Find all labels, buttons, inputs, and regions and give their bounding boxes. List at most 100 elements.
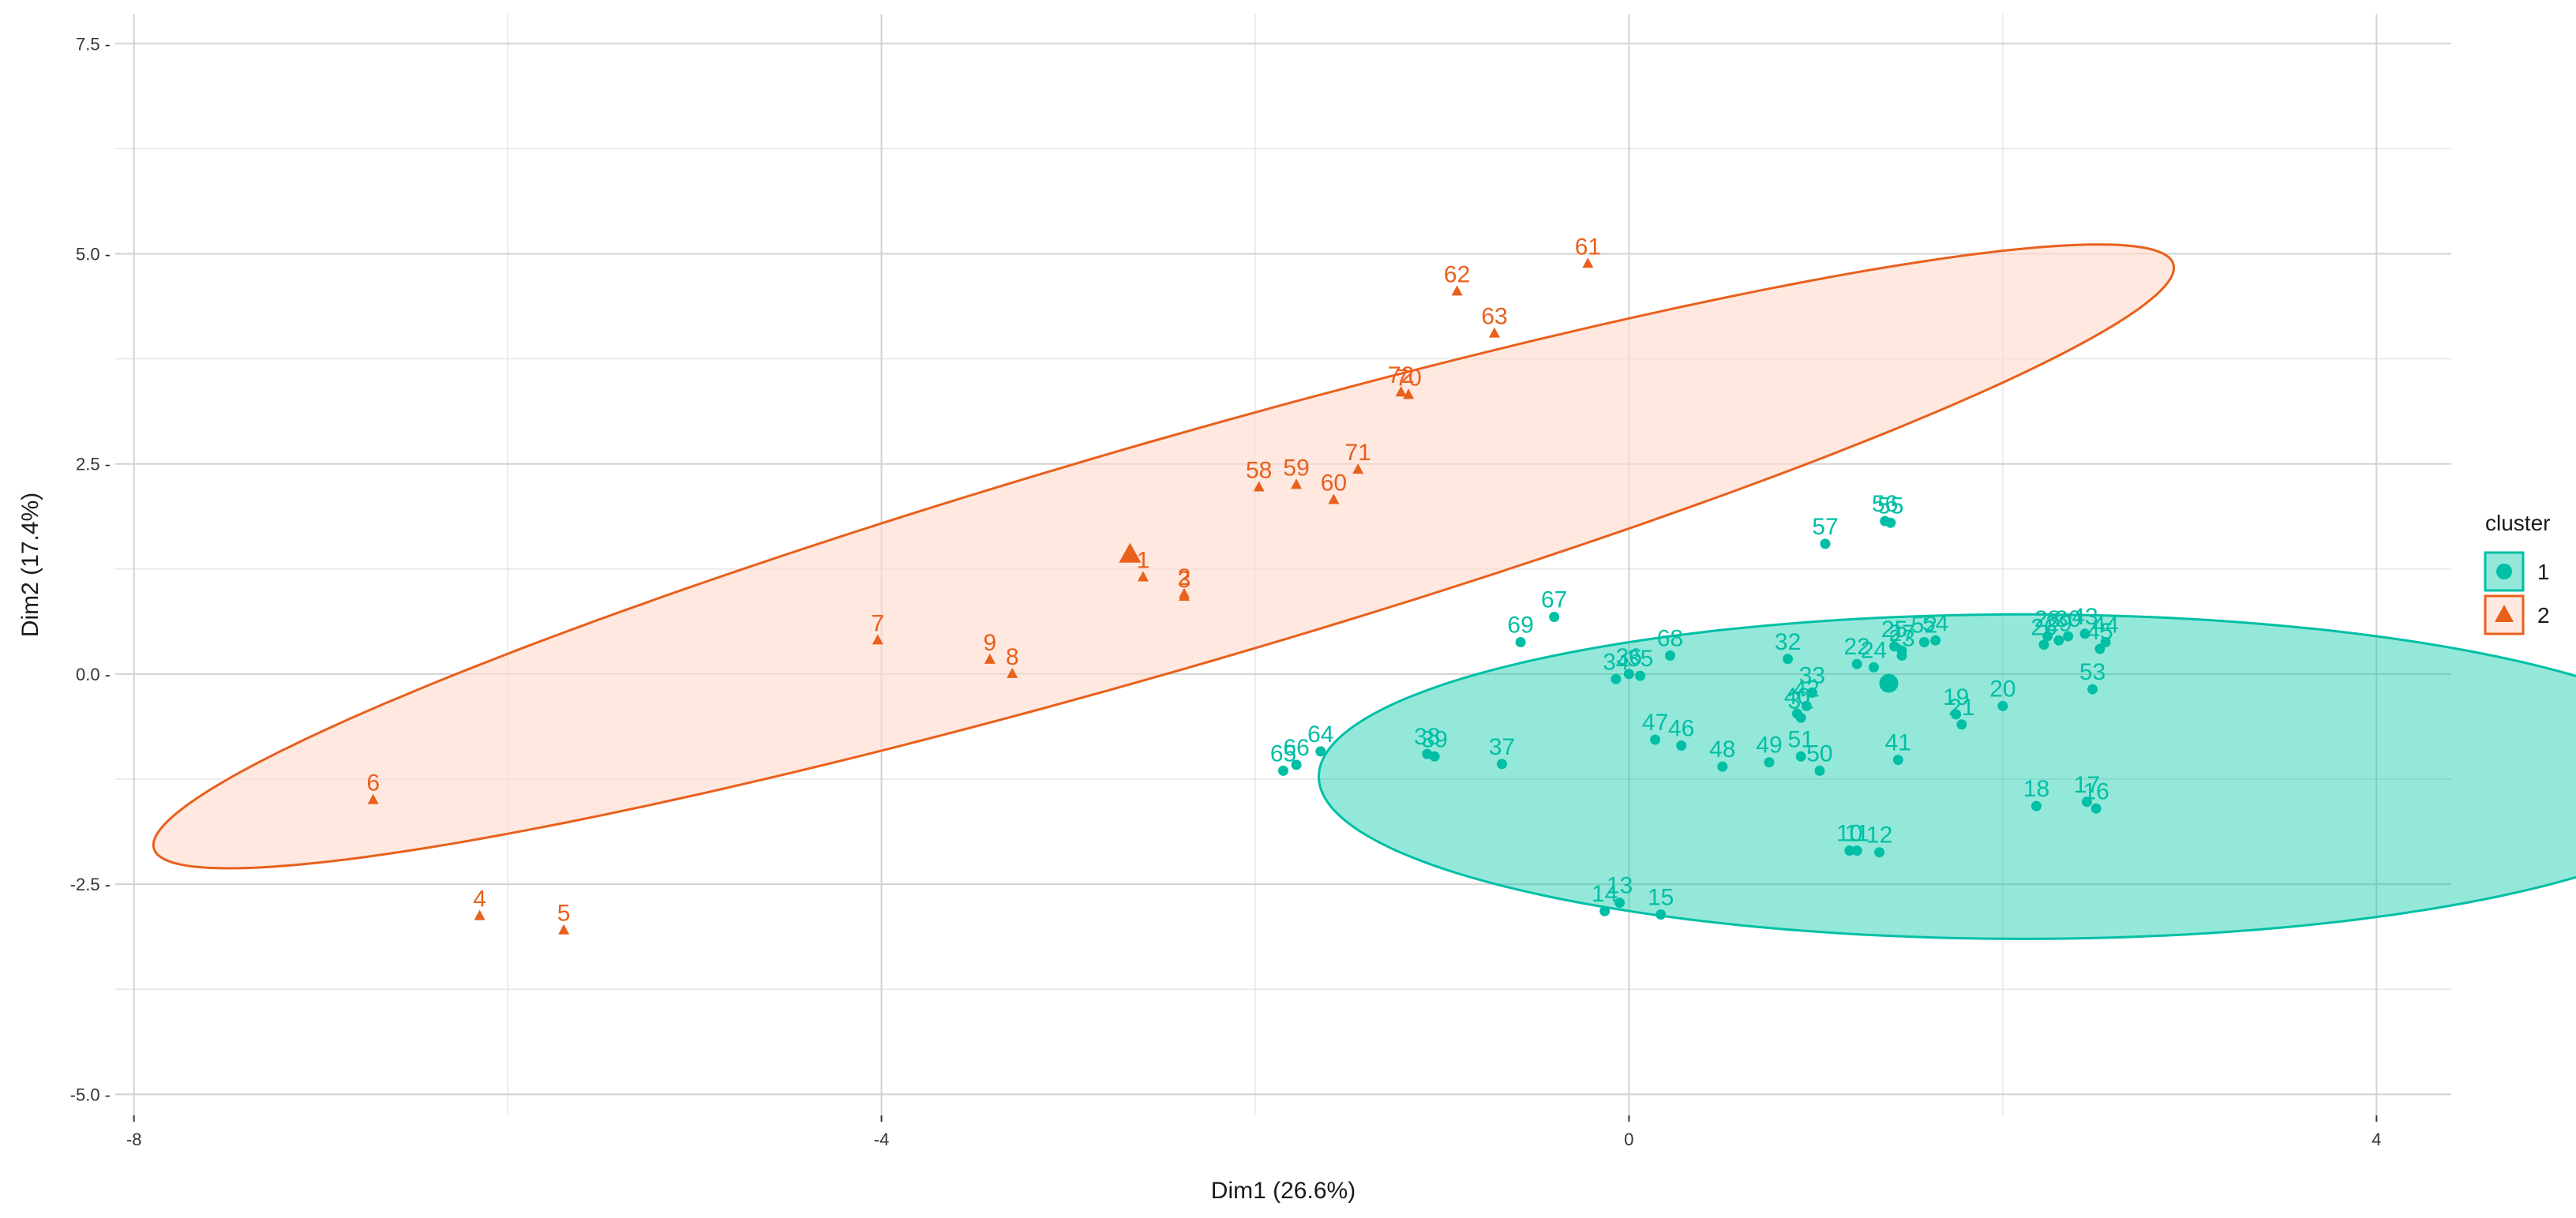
point-13 xyxy=(1614,898,1625,909)
centroid-cluster-2-triangle xyxy=(1119,542,1142,563)
point-label-72: 72 xyxy=(1388,362,1414,388)
point-30 xyxy=(2063,631,2074,642)
y-tick-label: 2.5 - xyxy=(76,455,111,474)
point-67 xyxy=(1549,612,1560,622)
point-37 xyxy=(1497,759,1507,770)
point-label-60: 60 xyxy=(1321,470,1347,497)
point-32 xyxy=(1783,654,1794,665)
y-tick-label: 7.5 - xyxy=(76,34,111,54)
point-label-22: 22 xyxy=(1844,634,1870,660)
point-label-8: 8 xyxy=(1006,644,1019,670)
point-label-49: 49 xyxy=(1756,733,1782,759)
point-label-42: 42 xyxy=(1794,676,1820,702)
point-label-57: 57 xyxy=(1812,514,1838,540)
point-65 xyxy=(1278,765,1288,776)
point-label-39: 39 xyxy=(1422,726,1448,752)
point-label-28: 28 xyxy=(2034,606,2060,632)
centroid-cluster-1-circle xyxy=(1879,673,1899,693)
point-50 xyxy=(1814,765,1825,776)
legend-label-cluster-1: 1 xyxy=(2537,560,2550,584)
point-19 xyxy=(1951,709,1962,720)
point-28 xyxy=(2042,631,2053,642)
point-label-48: 48 xyxy=(1709,736,1735,763)
point-17 xyxy=(2081,796,2092,808)
point-34 xyxy=(1610,673,1622,684)
point-label-25: 25 xyxy=(1881,616,1907,643)
point-label-13: 13 xyxy=(1607,873,1633,899)
point-label-53: 53 xyxy=(2079,659,2105,685)
point-12 xyxy=(1874,847,1885,858)
point-label-5: 5 xyxy=(557,901,571,927)
point-label-1: 1 xyxy=(1137,548,1150,574)
point-43 xyxy=(2079,628,2090,639)
point-label-44: 44 xyxy=(2092,613,2118,639)
point-label-41: 41 xyxy=(1885,730,1911,756)
legend-circle-icon xyxy=(2496,564,2512,579)
point-label-32: 32 xyxy=(1775,629,1801,655)
point-33 xyxy=(1806,687,1817,698)
legend-triangle-icon xyxy=(2495,605,2514,622)
point-label-34: 34 xyxy=(1603,649,1629,675)
point-label-31: 31 xyxy=(1788,688,1814,714)
point-label-68: 68 xyxy=(1657,626,1683,652)
point-label-21: 21 xyxy=(1948,695,1974,721)
point-label-14: 14 xyxy=(1592,881,1618,907)
y-tick-label: -2.5 - xyxy=(70,875,111,894)
point-label-9: 9 xyxy=(983,630,996,656)
point-62 xyxy=(1451,285,1463,296)
point-label-67: 67 xyxy=(1541,587,1567,613)
point-40 xyxy=(1792,708,1802,719)
point-label-12: 12 xyxy=(1866,823,1892,849)
point-label-4: 4 xyxy=(473,886,486,913)
y-axis-title: Dim2 (17.4%) xyxy=(17,493,43,637)
point-label-2: 2 xyxy=(1178,564,1191,590)
x-tick-label: -8 xyxy=(126,1130,142,1149)
point-46 xyxy=(1676,740,1687,751)
point-label-56: 56 xyxy=(1872,491,1898,517)
point-label-35: 35 xyxy=(1627,646,1653,672)
point-52 xyxy=(1918,637,1929,647)
point-21 xyxy=(1956,719,1967,730)
point-label-47: 47 xyxy=(1642,710,1668,736)
point-label-54: 54 xyxy=(1922,610,1948,636)
y-tick-label: 5.0 - xyxy=(76,244,111,264)
point-18 xyxy=(2031,800,2042,811)
point-66 xyxy=(1291,759,1302,770)
point-51 xyxy=(1795,751,1806,762)
point-label-45: 45 xyxy=(2087,619,2113,645)
point-label-70: 70 xyxy=(1395,365,1421,391)
point-56 xyxy=(1880,515,1891,527)
point-39 xyxy=(1429,751,1440,762)
cluster-ellipses xyxy=(152,243,2576,940)
point-label-55: 55 xyxy=(1877,493,1903,519)
point-label-36: 36 xyxy=(1616,644,1642,670)
point-1 xyxy=(1137,571,1149,582)
point-label-65: 65 xyxy=(1270,740,1296,766)
point-label-71: 71 xyxy=(1345,440,1371,466)
legend-title: cluster xyxy=(2485,511,2550,535)
ellipse-cluster-2 xyxy=(152,243,2176,870)
point-44 xyxy=(2100,637,2111,647)
point-label-16: 16 xyxy=(2083,778,2109,804)
point-label-3: 3 xyxy=(1178,567,1191,593)
point-41 xyxy=(1892,755,1903,766)
point-16 xyxy=(2090,803,2102,814)
point-3 xyxy=(1179,590,1191,601)
point-label-24: 24 xyxy=(1861,637,1887,663)
point-label-18: 18 xyxy=(2023,776,2049,802)
point-label-10: 10 xyxy=(1836,821,1862,847)
x-tick-label: -4 xyxy=(874,1130,890,1149)
point-label-38: 38 xyxy=(1414,724,1440,750)
point-59 xyxy=(1291,478,1303,489)
point-label-59: 59 xyxy=(1283,455,1309,481)
point-label-23: 23 xyxy=(1888,626,1914,652)
point-label-17: 17 xyxy=(2074,772,2100,798)
point-72 xyxy=(1395,386,1407,397)
point-5 xyxy=(558,924,570,935)
point-26 xyxy=(2038,639,2049,650)
point-29 xyxy=(2053,635,2064,646)
x-axis-title: Dim1 (26.6%) xyxy=(1211,1178,1355,1204)
point-label-63: 63 xyxy=(1481,304,1507,330)
